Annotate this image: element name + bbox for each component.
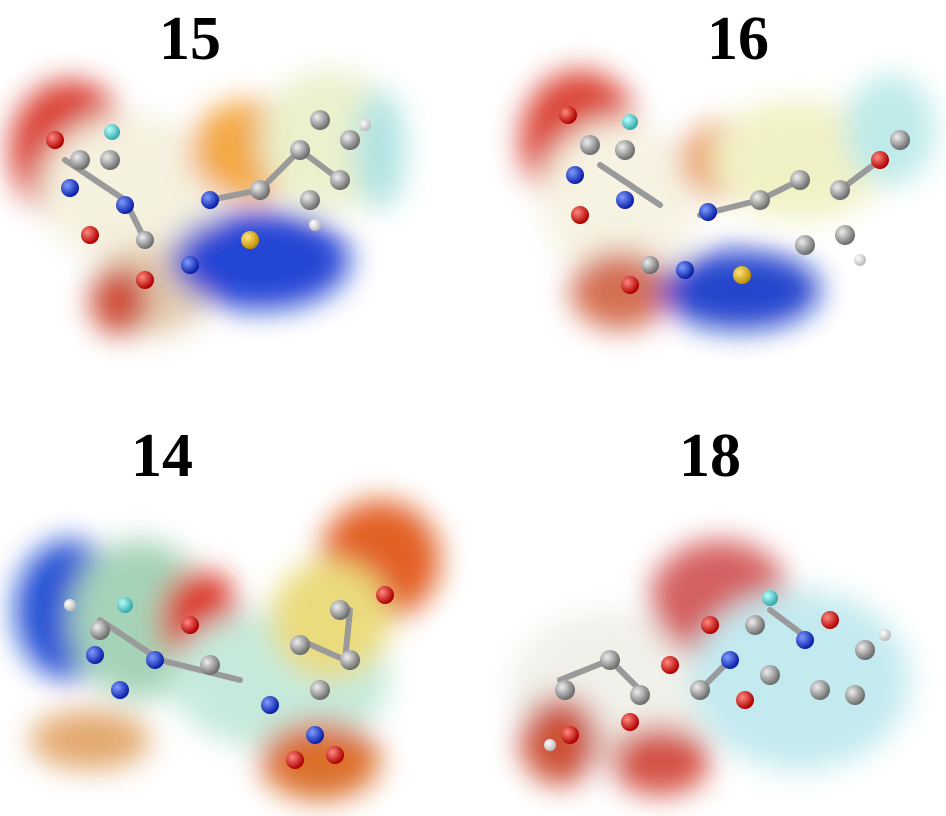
molecule — [64, 586, 394, 769]
panel-label: 18 — [679, 422, 741, 490]
potential-surface — [520, 70, 935, 330]
molecule — [46, 110, 371, 289]
panel-label: 14 — [131, 422, 193, 490]
molecule — [559, 106, 910, 294]
potential-surface — [510, 540, 910, 795]
panel-label: 16 — [707, 5, 769, 73]
panel-label: 15 — [159, 5, 221, 73]
potential-surface — [15, 500, 440, 800]
molecule — [544, 590, 891, 751]
